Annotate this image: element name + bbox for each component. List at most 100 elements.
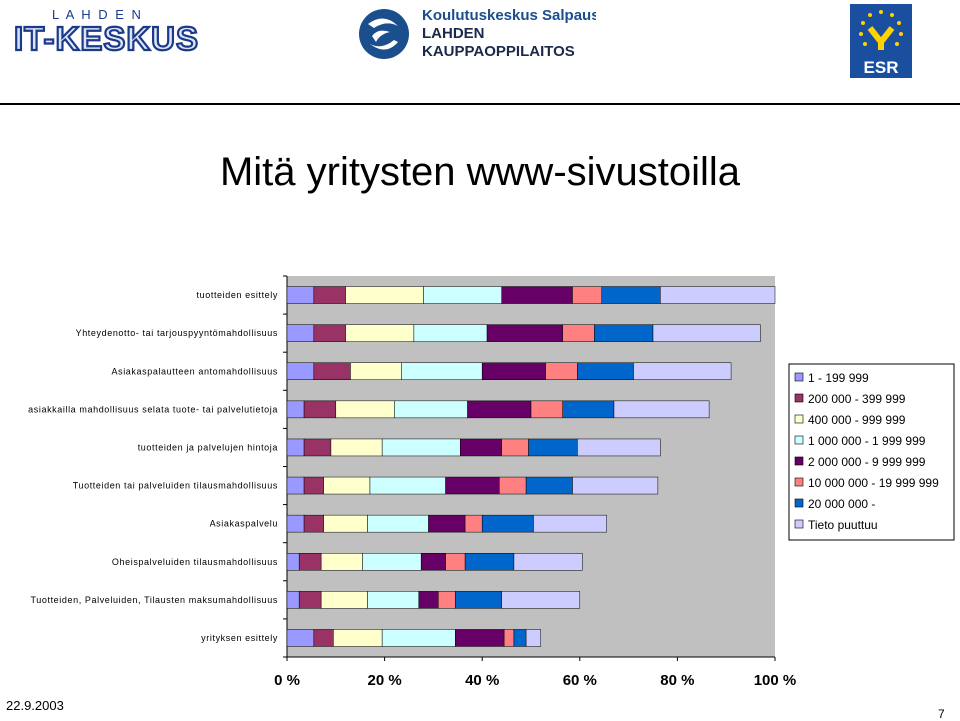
bar-segment xyxy=(525,476,573,495)
bar-segment xyxy=(401,362,483,380)
legend xyxy=(788,363,955,541)
bar-segment xyxy=(481,514,534,533)
bar-segment xyxy=(413,324,488,342)
bar-segment xyxy=(438,591,456,609)
logo-mid-line3: KAUPPAOPPILAITOS xyxy=(422,43,575,60)
bar-segment xyxy=(562,400,615,419)
bar-segment xyxy=(481,362,546,380)
bar-segment xyxy=(445,553,466,571)
x-tick-label: 100 % xyxy=(754,672,797,689)
logo-left-small-text: L A H D E N xyxy=(52,7,143,22)
legend-label: 1 - 199 999 xyxy=(808,371,869,385)
bar-segment xyxy=(501,438,529,457)
bar-segment xyxy=(313,324,346,342)
bar-segment xyxy=(594,324,654,342)
page-number: 7 xyxy=(938,707,945,721)
bar-segment xyxy=(613,400,710,419)
bar-segment xyxy=(320,591,368,609)
bar-segment xyxy=(320,553,363,571)
bar-segment xyxy=(313,362,351,380)
bar-segment xyxy=(323,514,368,533)
bar-segment xyxy=(501,591,581,609)
bar-segment xyxy=(381,629,456,647)
salpaus-swirl-icon xyxy=(359,9,409,59)
x-tick-label: 60 % xyxy=(563,672,597,689)
category-label: Tuotteiden, Palveluiden, Tilausten maksu… xyxy=(31,595,279,605)
category-label: Oheispalveluiden tilausmahdollisuus xyxy=(112,557,278,567)
bar-segment xyxy=(464,514,483,533)
bar-segment xyxy=(467,400,532,419)
bar-segment xyxy=(652,324,761,342)
bar-segment xyxy=(533,514,607,533)
bar-segment xyxy=(418,591,439,609)
bar-segment xyxy=(633,362,732,380)
category-label: Asiakaspalautteen antomahdollisuus xyxy=(112,366,279,376)
legend-label: 10 000 000 - 19 999 999 xyxy=(808,476,939,490)
bar-segment xyxy=(577,438,661,457)
bar-segment xyxy=(459,438,502,457)
logo-right-text: ESR xyxy=(864,58,899,77)
logo-mid-line1: Koulutuskeskus Salpaus xyxy=(422,7,596,24)
legend-swatch xyxy=(794,477,804,487)
bar-segment xyxy=(323,476,371,495)
bar-segment xyxy=(562,324,595,342)
bar-segment xyxy=(286,514,305,533)
legend-swatch xyxy=(794,435,804,445)
legend-label: Tieto puuttuu xyxy=(808,518,878,532)
bar-segment xyxy=(503,629,515,647)
category-label: asiakkailla mahdollisuus selata tuote- t… xyxy=(28,404,278,414)
bar-segment xyxy=(545,362,578,380)
legend-label: 20 000 000 - xyxy=(808,497,875,511)
category-label: tuotteiden esittely xyxy=(197,290,278,300)
bar-segment xyxy=(303,400,337,419)
bar-segment xyxy=(486,324,563,342)
category-label: Yhteydenotto- tai tarjouspyyntömahdollis… xyxy=(76,328,278,338)
bar-segment xyxy=(286,286,315,304)
bar-segment xyxy=(420,553,446,571)
bar-segment xyxy=(333,629,383,647)
legend-swatch xyxy=(794,456,804,466)
bar-segment xyxy=(601,286,661,304)
category-label: Tuotteiden tai palveluiden tilausmahdoll… xyxy=(73,481,278,491)
legend-label: 200 000 - 399 999 xyxy=(808,392,906,406)
bar-segment xyxy=(286,629,315,647)
slide-title: Mitä yritysten www-sivustoilla xyxy=(219,150,741,194)
bar-segment xyxy=(345,286,424,304)
bar-segment xyxy=(330,438,383,457)
bar-segment xyxy=(445,476,500,495)
bar-segment xyxy=(335,400,395,419)
legend-label: 1 000 000 - 1 999 999 xyxy=(808,434,926,448)
bar-segment xyxy=(286,400,305,419)
bar-segment xyxy=(286,438,305,457)
bar-segment xyxy=(313,629,334,647)
category-label: tuotteiden ja palvelujen hintoja xyxy=(138,442,278,452)
bar-segment xyxy=(286,476,305,495)
bar-segment xyxy=(455,591,502,609)
bar-segment xyxy=(303,514,324,533)
legend-label: 2 000 000 - 9 999 999 xyxy=(808,455,926,469)
lahden-it-keskus-logo: L A H D E N IT-KESKUS xyxy=(10,4,266,76)
salpaus-logo: Koulutuskeskus Salpaus LAHDEN KAUPPAOPPI… xyxy=(356,6,600,66)
x-tick-label: 80 % xyxy=(660,672,694,689)
bar-segment xyxy=(501,286,573,304)
bar-segment xyxy=(350,362,402,380)
legend-label: 400 000 - 999 999 xyxy=(808,413,906,427)
eu-stars-icon xyxy=(859,10,903,46)
bar-segment xyxy=(367,591,420,609)
category-label: Asiakaspalvelu xyxy=(210,519,278,529)
bar-segment xyxy=(572,286,603,304)
logo-left-big-text: IT-KESKUS xyxy=(14,20,199,57)
logo-mid-line2: LAHDEN xyxy=(422,25,485,42)
bar-segment xyxy=(303,476,324,495)
bar-segment xyxy=(660,286,776,304)
bar-segment xyxy=(367,514,429,533)
legend-swatch xyxy=(794,498,804,508)
bar-segment xyxy=(369,476,446,495)
bar-segment xyxy=(577,362,634,380)
bar-segment xyxy=(345,324,415,342)
bar-segment xyxy=(362,553,422,571)
bar-segment xyxy=(464,553,515,571)
x-tick-label: 0 % xyxy=(274,672,300,689)
bar-segment xyxy=(381,438,461,457)
legend-swatch xyxy=(794,414,804,424)
